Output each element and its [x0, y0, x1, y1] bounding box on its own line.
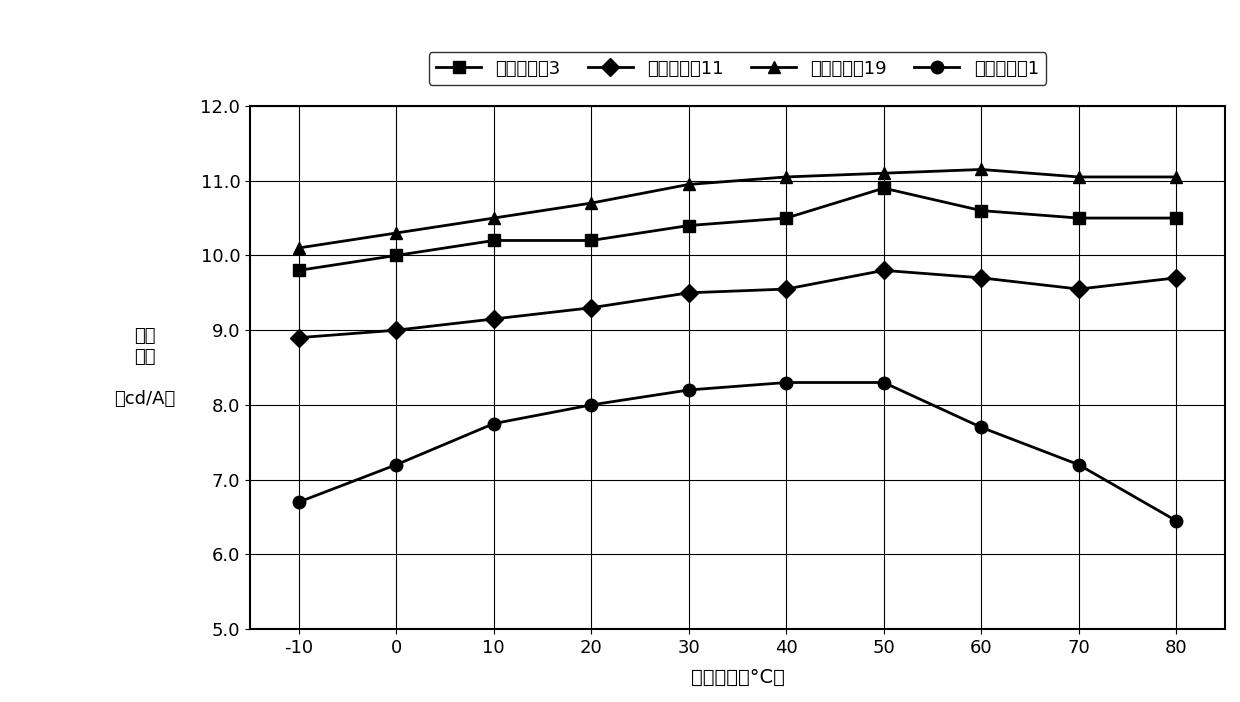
器件实施例19 [779, 173, 794, 181]
器件实施例11 [291, 333, 306, 342]
器件实施例19 [877, 169, 892, 178]
器件实施例11 [973, 274, 988, 282]
器件比较例1 [486, 419, 501, 428]
X-axis label: 测量温度（°C）: 测量温度（°C） [691, 668, 785, 687]
器件实施例19 [1071, 173, 1086, 181]
器件实施例3 [779, 214, 794, 223]
器件实施例3 [973, 206, 988, 215]
器件实施例11 [486, 314, 501, 323]
器件实施例11 [1071, 285, 1086, 293]
器件实施例19 [584, 199, 599, 207]
器件实施例3 [1169, 214, 1184, 223]
Y-axis label: 电流
效率

（cd/A）: 电流 效率 （cd/A） [114, 327, 175, 408]
Line: 器件实施例11: 器件实施例11 [293, 264, 1183, 344]
Line: 器件实施例19: 器件实施例19 [293, 164, 1183, 254]
器件实施例11 [681, 289, 696, 297]
器件比较例1 [389, 461, 404, 469]
器件实施例3 [681, 221, 696, 230]
器件实施例19 [389, 229, 404, 237]
器件实施例19 [681, 180, 696, 189]
器件实施例19 [1169, 173, 1184, 181]
器件比较例1 [1169, 517, 1184, 525]
器件比较例1 [877, 378, 892, 387]
器件实施例3 [486, 237, 501, 245]
器件实施例3 [1071, 214, 1086, 223]
器件实施例19 [973, 165, 988, 173]
器件实施例11 [584, 303, 599, 312]
器件比较例1 [779, 378, 794, 387]
器件实施例3 [389, 251, 404, 260]
器件实施例3 [877, 184, 892, 192]
器件实施例3 [291, 266, 306, 274]
器件比较例1 [973, 423, 988, 432]
器件比较例1 [291, 498, 306, 506]
Line: 器件比较例1: 器件比较例1 [293, 376, 1183, 527]
器件实施例19 [486, 214, 501, 223]
Line: 器件实施例3: 器件实施例3 [293, 182, 1183, 277]
器件实施例11 [1169, 274, 1184, 282]
器件比较例1 [681, 386, 696, 395]
器件比较例1 [1071, 461, 1086, 469]
Legend: 器件实施例3, 器件实施例11, 器件实施例19, 器件比较例1: 器件实施例3, 器件实施例11, 器件实施例19, 器件比较例1 [429, 52, 1047, 85]
器件比较例1 [584, 401, 599, 409]
器件实施例3 [584, 237, 599, 245]
器件实施例11 [389, 326, 404, 334]
器件实施例11 [779, 285, 794, 293]
器件实施例19 [291, 244, 306, 252]
器件实施例11 [877, 266, 892, 274]
